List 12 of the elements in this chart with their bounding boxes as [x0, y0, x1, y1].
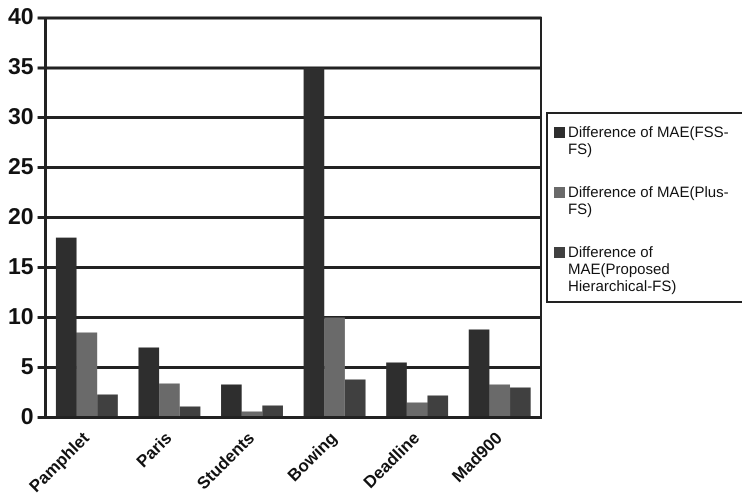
- legend-label: Difference of MAE(Proposed Hierarchical-FS): [568, 244, 678, 295]
- y-tick-label: 0: [20, 402, 34, 429]
- y-tick-label: 5: [20, 352, 34, 379]
- y-tick-label: 15: [8, 252, 34, 279]
- y-tick-label: 25: [8, 153, 34, 180]
- legend-label: Difference of MAE(FSS-FS): [568, 124, 730, 158]
- y-tick-label: 20: [8, 202, 34, 229]
- y-tick-label: 30: [8, 103, 34, 130]
- legend-label: Difference of MAE(Plus-FS): [568, 184, 730, 218]
- y-tick-label: 10: [8, 302, 34, 329]
- y-tick-label: 35: [8, 53, 34, 80]
- y-tick-label: 40: [8, 3, 34, 30]
